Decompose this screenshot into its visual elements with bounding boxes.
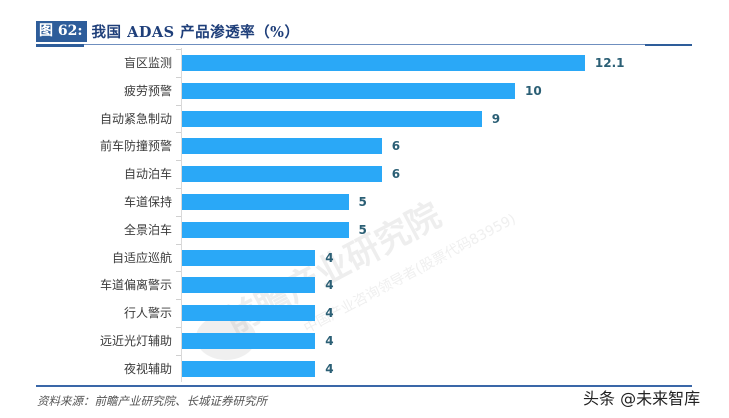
bar bbox=[182, 194, 349, 210]
category-label: 自动泊车 bbox=[123, 167, 172, 182]
value-label: 4 bbox=[325, 250, 334, 265]
axis-tick bbox=[176, 354, 181, 356]
category-label: 远近光灯辅助 bbox=[99, 334, 172, 348]
category-label: 自适应巡航 bbox=[111, 250, 172, 265]
category-label: 全景泊车 bbox=[123, 222, 172, 237]
bar-row: 自动泊车 6 bbox=[0, 160, 729, 183]
bar-row: 盲区监测 12.1 bbox=[0, 49, 729, 72]
bar bbox=[182, 166, 382, 183]
value-label: 4 bbox=[325, 361, 334, 376]
axis-tick bbox=[176, 188, 181, 189]
bar-row: 前车防撞预警 6 bbox=[0, 132, 729, 155]
value-label: 6 bbox=[391, 167, 401, 182]
axis-tick bbox=[176, 243, 181, 245]
bar-row: 夜视辅助 4 bbox=[0, 354, 729, 378]
bar bbox=[182, 249, 316, 266]
category-label: 盲区监测 bbox=[123, 56, 172, 70]
value-label: 12.1 bbox=[594, 56, 625, 70]
axis-tick bbox=[176, 160, 181, 162]
y-axis bbox=[181, 48, 182, 382]
bar bbox=[182, 138, 382, 155]
bar bbox=[182, 333, 316, 349]
axis-tick bbox=[176, 299, 181, 301]
category-label: 前车防撞预警 bbox=[99, 139, 172, 154]
figure-number-label: 图 62: bbox=[36, 21, 87, 42]
bar-row: 疲劳预警 10 bbox=[0, 76, 729, 100]
credit-watermark: 头条 @未来智库 bbox=[583, 389, 701, 408]
figure-title-bar: 图 62: 我国 ADAS 产品渗透率（%） bbox=[36, 21, 299, 42]
bar bbox=[182, 55, 585, 71]
category-label: 自动紧急制动 bbox=[99, 111, 172, 126]
bar bbox=[182, 305, 316, 322]
category-label: 行人警示 bbox=[123, 306, 172, 321]
value-label: 5 bbox=[358, 195, 367, 209]
axis-tick bbox=[176, 76, 181, 78]
category-label: 车道保持 bbox=[123, 195, 172, 209]
bar-row: 自适应巡航 4 bbox=[0, 243, 729, 267]
axis-tick bbox=[176, 132, 181, 134]
bar-row: 车道保持 5 bbox=[0, 188, 729, 211]
bar-row: 全景泊车 5 bbox=[0, 215, 729, 239]
value-label: 9 bbox=[491, 111, 501, 126]
axis-tick bbox=[176, 49, 181, 50]
axis-tick bbox=[176, 271, 181, 273]
header-rule-accent bbox=[36, 44, 84, 47]
header-rule-accent-right bbox=[645, 44, 692, 46]
axis-tick bbox=[176, 104, 181, 106]
value-label: 4 bbox=[325, 334, 334, 348]
bar bbox=[182, 82, 515, 99]
category-label: 疲劳预警 bbox=[123, 83, 172, 98]
figure-title: 我国 ADAS 产品渗透率（%） bbox=[91, 24, 300, 41]
value-label: 10 bbox=[525, 83, 542, 98]
category-label: 车道偏离警示 bbox=[99, 278, 172, 293]
value-label: 5 bbox=[358, 222, 367, 237]
value-label: 4 bbox=[325, 306, 334, 321]
bar-row: 车道偏离警示 4 bbox=[0, 271, 729, 294]
bar bbox=[182, 221, 349, 238]
source-note: 资料来源：前瞻产业研究院、长城证券研究所 bbox=[37, 394, 267, 408]
bar-row: 行人警示 4 bbox=[0, 299, 729, 322]
category-label: 夜视辅助 bbox=[123, 361, 172, 376]
bar bbox=[182, 110, 482, 127]
footer-rule bbox=[36, 385, 692, 387]
bar bbox=[182, 277, 316, 294]
bar-row: 自动紧急制动 9 bbox=[0, 104, 729, 128]
bar bbox=[182, 360, 316, 377]
axis-tick bbox=[176, 215, 181, 217]
value-label: 6 bbox=[391, 139, 401, 154]
axis-tick bbox=[176, 327, 181, 328]
header-rule bbox=[36, 44, 692, 45]
bar-row: 远近光灯辅助 4 bbox=[0, 327, 729, 350]
value-label: 4 bbox=[325, 278, 334, 293]
